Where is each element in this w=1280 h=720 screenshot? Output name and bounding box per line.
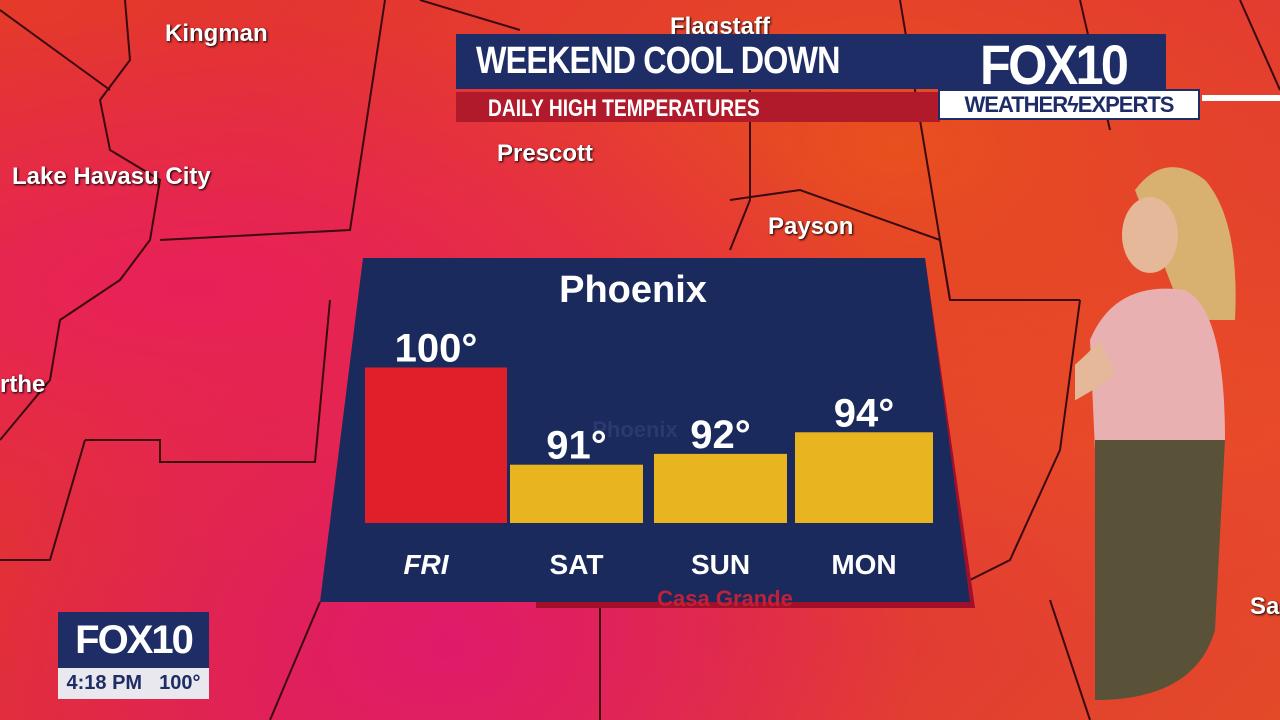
chart-faint-phoenix: Phoenix	[592, 417, 678, 442]
fox10-logo: FOX10	[980, 33, 1129, 96]
bar-sun	[654, 453, 787, 523]
logo-line	[1202, 95, 1280, 101]
city-prescott: Prescott	[497, 140, 594, 167]
bar-label-mon: 94°	[834, 391, 895, 435]
logo-tagline-left: WEATHER	[964, 92, 1069, 117]
banner-subtitle: DAILY HIGH TEMPERATURES	[488, 95, 760, 122]
city-lake-havasu: Lake Havasu City	[12, 163, 211, 190]
lightning-icon: ϟ	[1067, 92, 1079, 117]
weather-experts-logo: WEATHERϟEXPERTS	[938, 89, 1200, 120]
x-tick-fri: FRI	[403, 549, 449, 580]
bar-mon	[795, 432, 933, 523]
bar-label-fri: 100°	[395, 326, 478, 370]
presenter	[1075, 167, 1236, 700]
subtitle-banner: DAILY HIGH TEMPERATURES	[456, 92, 940, 122]
bar-label-sat: 91°	[546, 424, 607, 468]
city-partial-right: Sa	[1250, 593, 1280, 620]
banner-title: WEEKEND COOL DOWN	[476, 40, 840, 82]
bar-sat	[510, 464, 643, 523]
station-bug: FOX10 4:18 PM 100°	[58, 612, 209, 699]
bug-time: 4:18 PM	[66, 672, 143, 694]
x-tick-sun: SUN	[691, 549, 750, 580]
city-payson: Payson	[768, 213, 854, 240]
chart-title: Phoenix	[559, 269, 707, 311]
logo-tagline-right: EXPERTS	[1077, 92, 1175, 117]
x-tick-mon: MON	[831, 549, 896, 580]
city-blythe-partial: rthe	[0, 371, 46, 398]
x-tick-sat: SAT	[550, 549, 604, 580]
chart-faint-casa-grande: Casa Grande	[657, 586, 793, 611]
bar-fri	[365, 367, 507, 523]
bug-logo: FOX10	[58, 612, 209, 668]
title-banner: WEEKEND COOL DOWN	[456, 34, 1166, 89]
city-kingman: Kingman	[165, 20, 268, 47]
bug-temp: 100°	[159, 672, 201, 694]
bar-label-sun: 92°	[690, 413, 751, 457]
